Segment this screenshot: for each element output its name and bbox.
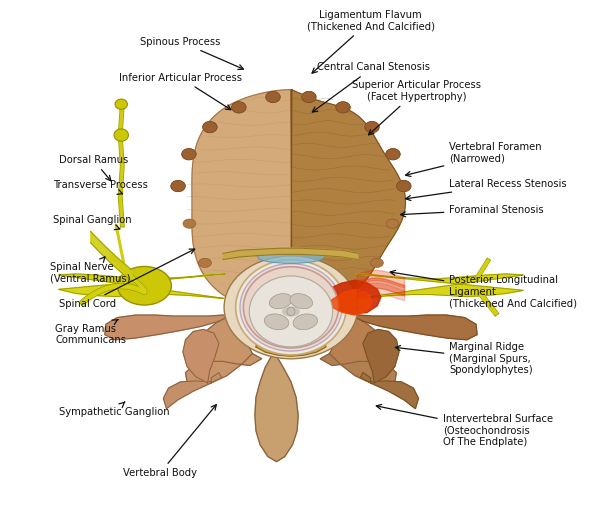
Ellipse shape	[183, 219, 196, 229]
Text: Sympathetic Ganglion: Sympathetic Ganglion	[59, 402, 169, 417]
Ellipse shape	[386, 148, 400, 160]
Text: Dorsal Ramus: Dorsal Ramus	[59, 155, 128, 181]
Ellipse shape	[232, 102, 246, 113]
Ellipse shape	[118, 266, 172, 305]
Text: Inferior Articular Process: Inferior Articular Process	[119, 72, 242, 110]
Polygon shape	[59, 274, 225, 299]
Ellipse shape	[371, 258, 383, 267]
Text: Lateral Recess Stenosis: Lateral Recess Stenosis	[406, 179, 567, 201]
Ellipse shape	[224, 256, 358, 359]
Ellipse shape	[227, 288, 240, 297]
Text: Marginal Ridge
(Marginal Spurs,
Spondylophytes): Marginal Ridge (Marginal Spurs, Spondylo…	[395, 342, 533, 375]
Circle shape	[287, 307, 295, 315]
Polygon shape	[319, 280, 381, 314]
Polygon shape	[320, 354, 397, 386]
Text: Posterior Longitudinal
Ligament
(Thickened And Calcified): Posterior Longitudinal Ligament (Thicken…	[390, 270, 577, 309]
Text: Intervertebral Surface
(Osteochondrosis
Of The Endplate): Intervertebral Surface (Osteochondrosis …	[376, 404, 553, 447]
Ellipse shape	[114, 129, 128, 141]
Ellipse shape	[182, 148, 196, 160]
Polygon shape	[363, 329, 399, 383]
Polygon shape	[192, 90, 292, 314]
Text: Vertebral Body: Vertebral Body	[123, 405, 217, 478]
Ellipse shape	[182, 148, 196, 160]
Ellipse shape	[305, 305, 317, 314]
Text: Central Canal Stenosis: Central Canal Stenosis	[313, 63, 430, 112]
Ellipse shape	[290, 294, 313, 309]
Ellipse shape	[171, 180, 185, 192]
Ellipse shape	[240, 264, 342, 351]
Ellipse shape	[265, 305, 277, 314]
Polygon shape	[185, 354, 262, 386]
Ellipse shape	[232, 102, 246, 113]
Text: Vertebral Foramen
(Narrowed): Vertebral Foramen (Narrowed)	[406, 142, 542, 176]
Polygon shape	[329, 290, 372, 315]
Ellipse shape	[302, 92, 316, 103]
Polygon shape	[255, 356, 298, 462]
Ellipse shape	[236, 260, 346, 355]
Ellipse shape	[115, 99, 127, 110]
Polygon shape	[329, 315, 381, 367]
Text: Spinal Nerve
(Ventral Ramus): Spinal Nerve (Ventral Ramus)	[50, 257, 131, 284]
Ellipse shape	[342, 288, 355, 297]
Ellipse shape	[265, 314, 289, 330]
Ellipse shape	[249, 276, 332, 347]
Polygon shape	[183, 329, 219, 383]
Text: Spinal Ganglion: Spinal Ganglion	[53, 215, 132, 230]
Ellipse shape	[397, 180, 411, 192]
Ellipse shape	[386, 148, 400, 160]
Text: Spinous Process: Spinous Process	[140, 37, 244, 69]
Polygon shape	[361, 373, 418, 408]
Polygon shape	[163, 373, 221, 408]
Text: Gray Ramus
Communicans: Gray Ramus Communicans	[55, 320, 127, 345]
Polygon shape	[105, 315, 230, 340]
Ellipse shape	[244, 267, 338, 348]
Text: Foraminal Stenosis: Foraminal Stenosis	[401, 205, 544, 217]
Ellipse shape	[257, 251, 325, 263]
Ellipse shape	[365, 121, 379, 133]
Ellipse shape	[293, 314, 317, 330]
Ellipse shape	[203, 121, 217, 133]
Ellipse shape	[336, 102, 350, 113]
Ellipse shape	[199, 258, 211, 267]
Text: Ligamentum Flavum
(Thickened And Calcified): Ligamentum Flavum (Thickened And Calcifi…	[307, 10, 434, 73]
Text: Superior Articular Process
(Facet Hypertrophy): Superior Articular Process (Facet Hypert…	[352, 80, 481, 135]
Ellipse shape	[269, 294, 292, 309]
Ellipse shape	[397, 180, 411, 192]
Text: Spinal Cord: Spinal Cord	[59, 249, 194, 309]
Polygon shape	[357, 274, 523, 299]
Ellipse shape	[386, 219, 399, 229]
Ellipse shape	[266, 92, 280, 103]
Ellipse shape	[302, 92, 316, 103]
Polygon shape	[291, 90, 406, 314]
Ellipse shape	[336, 102, 350, 113]
Ellipse shape	[171, 180, 185, 192]
Polygon shape	[201, 315, 253, 367]
Ellipse shape	[266, 92, 280, 103]
Polygon shape	[223, 248, 358, 260]
Ellipse shape	[203, 121, 217, 133]
Polygon shape	[256, 334, 326, 356]
Ellipse shape	[282, 307, 300, 316]
Ellipse shape	[365, 121, 379, 133]
Text: Transverse Process: Transverse Process	[53, 180, 148, 194]
Polygon shape	[352, 315, 477, 340]
